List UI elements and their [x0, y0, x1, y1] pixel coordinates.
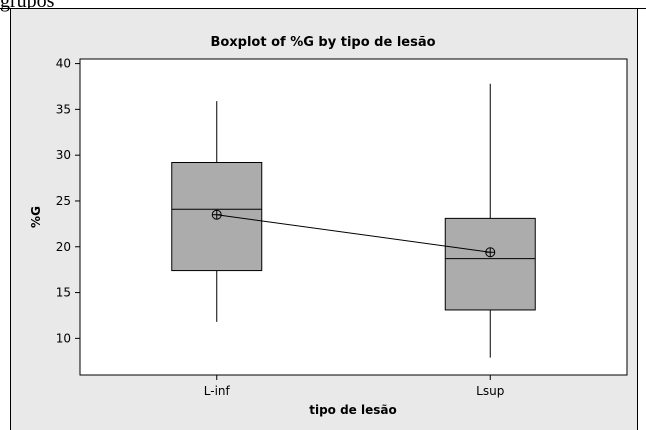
chart-figure: Boxplot of %G by tipo de lesão 10 15 20 25 3… [0, 8, 646, 430]
mean-symbol [485, 247, 496, 258]
plot-area [79, 58, 628, 376]
mean-connect-line [216, 214, 491, 253]
y-axis: 10 15 20 25 30 35 40 [56, 57, 80, 345]
box-body [444, 217, 536, 311]
box-l-inf [171, 101, 263, 322]
x-axis: L-inf Lsup [204, 375, 504, 398]
y-tick-label: 20 [56, 240, 71, 254]
x-axis-label: tipo de lesão [309, 403, 397, 417]
mean-layer [211, 209, 496, 258]
chart-title: Boxplot of %G by tipo de lesão [210, 35, 435, 50]
mean-symbol [211, 209, 222, 220]
box-series [171, 83, 536, 358]
x-tick-label: Lsup [476, 384, 504, 398]
y-tick-label: 40 [56, 57, 71, 71]
y-tick-label: 25 [56, 194, 71, 208]
y-tick-label: 30 [56, 148, 71, 162]
y-axis-label: %G [29, 206, 43, 228]
y-tick-label: 10 [56, 331, 71, 345]
box-lsup [444, 83, 536, 358]
y-tick-label: 15 [56, 286, 71, 300]
y-tick-label: 35 [56, 102, 71, 116]
x-tick-label: L-inf [204, 384, 231, 398]
